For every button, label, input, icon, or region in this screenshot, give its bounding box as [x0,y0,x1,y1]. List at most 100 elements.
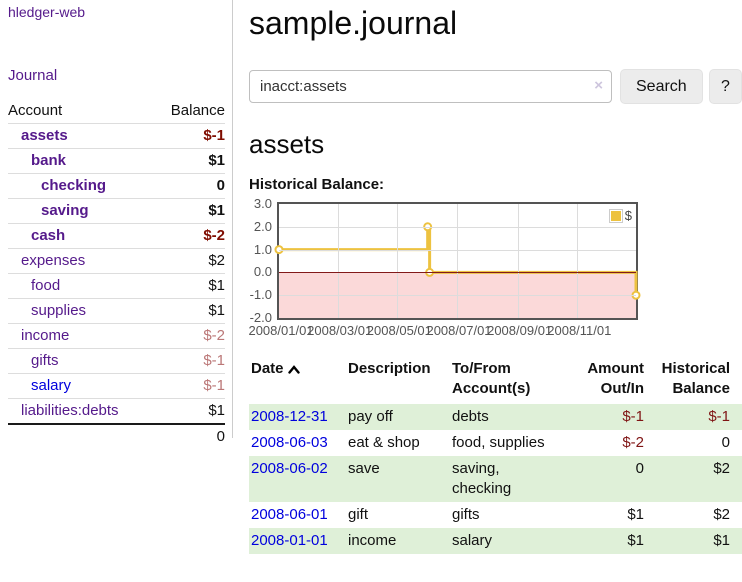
account-balance-cell: $-1 [154,349,225,374]
transaction-date-link[interactable]: 2008-06-02 [251,460,328,477]
sidebar-item-journal[interactable]: Journal [8,67,58,84]
account-link[interactable]: bank [31,152,67,169]
clear-search-icon[interactable]: × [594,77,603,94]
account-balance: $1 [208,302,225,319]
account-link[interactable]: expenses [21,252,86,269]
register-balance-cell: $2 [646,456,742,502]
account-link[interactable]: gifts [31,352,59,369]
account-name-cell: salary [8,374,154,399]
account-balance: $1 [208,402,225,419]
y-tick-label: -1.0 [249,287,272,303]
legend-swatch-icon [608,208,623,223]
header-line: Balance [672,380,730,397]
transaction-date-link[interactable]: 2008-06-03 [251,434,328,451]
chart-y-axis: 3.0 2.0 1.0 0.0 -1.0 -2.0 [249,197,277,325]
x-tick-label: 2008/01/01 [248,323,314,338]
register-header-amount: Amount Out/In [560,359,646,404]
register-description-cell: gift [348,506,369,523]
account-row: salary $-1 [8,373,225,399]
account-link[interactable]: supplies [31,302,87,319]
register-header-date[interactable]: Date [249,359,346,404]
account-name-cell: checking [8,174,154,199]
account-link[interactable]: checking [41,177,107,194]
account-name-cell: income [8,324,154,349]
account-link[interactable]: liabilities:debts [21,402,119,419]
account-link[interactable]: saving [41,202,89,219]
transaction-date-link[interactable]: 2008-06-01 [251,506,328,523]
account-balance-cell: $-2 [154,324,225,349]
hledger-web-app: hledger-web Journal Account Balance asse… [8,0,742,554]
balance-value: $-1 [708,408,730,425]
account-name-cell: expenses [8,249,154,274]
header-line: Account(s) [452,380,531,397]
register-date-cell: 2008-12-31 [249,404,346,430]
register-description-cell: save [348,460,380,477]
gridline-horizontal [279,250,636,251]
account-name-cell: bank [8,149,154,174]
register-balance-cell: $1 [646,528,742,554]
transaction-date-link[interactable]: 2008-12-31 [251,408,328,425]
y-tick-label: 2.0 [253,218,272,234]
account-link[interactable]: salary [31,377,72,394]
register-row: 2008-06-02 save saving, checking 0 $2 [249,456,742,502]
account-balance: $-1 [203,127,225,144]
account-name-cell: saving [8,199,154,224]
header-line: To/From [452,360,511,377]
register-header-tofrom: To/From Account(s) [450,359,560,404]
app-title-link[interactable]: hledger-web [8,4,86,20]
chart-title: Historical Balance: [249,176,385,193]
amount-value: $1 [627,506,644,523]
register-amount-cell: 0 [560,456,646,502]
account-row: checking 0 [8,173,225,199]
register-balance-cell: $-1 [646,404,742,430]
help-button[interactable]: ? [709,69,742,104]
account-link[interactable]: assets [21,127,68,144]
register-row: 2008-06-03 eat & shop food, supplies $-2 0 [249,430,742,456]
gridline-vertical [577,204,578,318]
search-button[interactable]: Search [620,69,703,104]
app-title: hledger-web [8,2,224,20]
account-row: bank $1 [8,148,225,174]
search-input[interactable] [249,70,612,103]
chart-plot-area[interactable]: $ [274,202,641,320]
gridline-vertical [518,204,519,318]
register-date-cell: 2008-01-01 [249,528,346,554]
y-tick-label: 0.0 [253,264,272,280]
gridline-vertical [397,204,398,318]
chart-legend: $ [608,208,632,223]
header-line: Date [251,359,344,379]
sort-asc-icon[interactable] [287,365,300,374]
account-balance-cell: $1 [154,149,225,174]
account-row: liabilities:debts $1 [8,398,225,425]
account-row: food $1 [8,273,225,299]
register-accounts-cell: gifts [452,506,480,523]
balance-value: $2 [713,460,730,477]
register-header-historical: Historical Balance [646,359,742,404]
amount-value: $-1 [622,408,644,425]
x-tick-label: 2008/03/01 [307,323,373,338]
account-row: supplies $1 [8,298,225,324]
register-description-cell: pay off [348,408,393,425]
gridline-horizontal [279,295,636,296]
y-tick-label: -2.0 [249,310,272,325]
transaction-date-link[interactable]: 2008-01-01 [251,532,328,549]
account-balance: $-1 [203,352,225,369]
account-name-cell: liabilities:debts [8,399,154,425]
account-name-cell: food [8,274,154,299]
search-form: × Search ? [249,69,742,104]
account-balance-cell: $-1 [154,374,225,399]
account-balance: $-1 [203,377,225,394]
account-balance-cell: $1 [154,274,225,299]
data-point-marker [274,245,284,255]
account-row: assets $-1 [8,123,225,149]
account-row: income $-2 [8,323,225,349]
account-row: expenses $2 [8,248,225,274]
account-link[interactable]: food [31,277,61,294]
register-amount-cell: $-2 [560,430,646,456]
amount-value: $-2 [622,434,644,451]
account-link[interactable]: income [21,327,70,344]
header-line: Historical [661,360,730,377]
balance-value: $1 [713,532,730,549]
accounts-header-row: Account Balance [8,100,225,124]
account-link[interactable]: cash [31,227,66,244]
